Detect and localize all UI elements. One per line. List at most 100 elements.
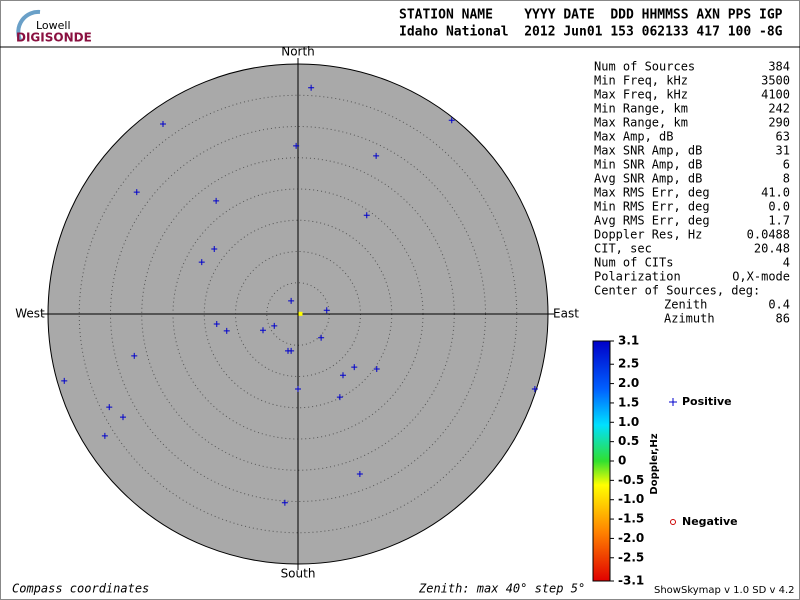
source-point bbox=[160, 121, 166, 127]
logo-bottom: DIGISONDE bbox=[16, 31, 92, 45]
west-label: West bbox=[15, 307, 45, 321]
colorbar bbox=[592, 340, 611, 582]
source-point bbox=[211, 246, 218, 252]
stat-value: 20.48 bbox=[754, 242, 790, 256]
stat-value: 242 bbox=[768, 102, 790, 116]
stat-label: Avg SNR Amp, dB bbox=[594, 172, 702, 186]
stat-value: 3500 bbox=[761, 74, 790, 88]
footer-right: ShowSkymap v 1.0 SD v 4.2 bbox=[654, 585, 794, 596]
center-of-sources bbox=[298, 311, 303, 316]
stat-value: 41.0 bbox=[761, 186, 790, 200]
north-label: North bbox=[281, 45, 315, 59]
stat-label: Max Amp, dB bbox=[594, 130, 673, 144]
center-title: Center of Sources, deg: bbox=[594, 284, 760, 298]
colorbar-tick-label: 0.5 bbox=[618, 434, 639, 448]
colorbar-tick-label: -1.0 bbox=[618, 492, 644, 506]
stat-label: Max Freq, kHz bbox=[594, 88, 688, 102]
stat-value: 8 bbox=[783, 172, 790, 186]
logo-swoosh bbox=[16, 9, 41, 41]
zenith-value: 0.4 bbox=[768, 298, 790, 312]
stat-value: 384 bbox=[768, 60, 790, 74]
source-point bbox=[260, 327, 266, 334]
colorbar-tick-label: -3.1 bbox=[618, 574, 644, 588]
stat-value: 31 bbox=[776, 144, 790, 158]
zenith-label: Zenith bbox=[664, 298, 707, 312]
colorbar-tick-label: 1.0 bbox=[618, 415, 639, 429]
source-point bbox=[356, 471, 363, 477]
colorbar-tick-label: 1.5 bbox=[618, 395, 639, 409]
footer-middle: Zenith: max 40° step 5° bbox=[418, 582, 585, 596]
source-point bbox=[318, 334, 325, 341]
east-label: East bbox=[553, 307, 579, 321]
stat-label: Min Freq, kHz bbox=[594, 74, 688, 88]
colorbar-tick-label: 3.1 bbox=[618, 334, 639, 348]
source-point bbox=[363, 212, 370, 219]
source-point bbox=[351, 364, 358, 371]
footer-left: Compass coordinates bbox=[12, 582, 149, 596]
stat-label: Max Range, km bbox=[594, 116, 688, 130]
south-label: South bbox=[281, 567, 316, 581]
legend-marker bbox=[670, 519, 676, 525]
stat-value: 4100 bbox=[761, 88, 790, 102]
source-point bbox=[308, 84, 315, 91]
legend-marker bbox=[669, 398, 677, 406]
stat-value: 290 bbox=[768, 116, 790, 130]
stat-value: 1.7 bbox=[768, 214, 790, 228]
stat-value: 4 bbox=[783, 256, 790, 270]
colorbar-label: Doppler,Hz bbox=[649, 433, 660, 494]
source-point bbox=[281, 499, 288, 506]
stat-value: O,X-mode bbox=[732, 270, 790, 284]
source-point bbox=[373, 152, 380, 159]
stat-value: 6 bbox=[783, 158, 790, 172]
colorbar-tick-label: -1.5 bbox=[618, 512, 644, 526]
source-point bbox=[101, 432, 108, 439]
colorbar-tick-label: 2.0 bbox=[618, 376, 639, 390]
source-point bbox=[336, 394, 343, 401]
stat-label: Min SNR Amp, dB bbox=[594, 158, 702, 172]
colorbar-tick-label: -2.5 bbox=[618, 550, 644, 564]
source-point bbox=[198, 259, 205, 266]
azimuth-value: 86 bbox=[776, 312, 790, 326]
stat-value: 0.0488 bbox=[747, 228, 790, 242]
stat-label: Num of Sources bbox=[594, 60, 695, 74]
source-point bbox=[288, 347, 295, 354]
source-point bbox=[293, 142, 300, 149]
source-point bbox=[271, 322, 278, 329]
logo-top: Lowell bbox=[36, 19, 71, 32]
source-point bbox=[323, 307, 330, 314]
source-point bbox=[106, 404, 113, 411]
colorbar-tick-label: 2.5 bbox=[618, 357, 639, 371]
stat-label: Min Range, km bbox=[594, 102, 688, 116]
stat-label: Polarization bbox=[594, 270, 681, 284]
source-point bbox=[213, 321, 220, 327]
stat-label: Num of CITs bbox=[594, 256, 673, 270]
source-point bbox=[373, 366, 380, 372]
colorbar-tick-label: -2.0 bbox=[618, 531, 644, 545]
header-values: Idaho National 2012 Jun01 153 062133 417… bbox=[399, 25, 783, 40]
source-point bbox=[531, 386, 538, 392]
stat-value: 63 bbox=[776, 130, 790, 144]
stat-label: CIT, sec bbox=[594, 242, 652, 256]
source-point bbox=[448, 117, 455, 124]
source-point bbox=[288, 297, 295, 304]
colorbar-tick-label: 0 bbox=[618, 454, 626, 468]
stat-label: Max RMS Err, deg bbox=[594, 186, 710, 200]
colorbar-tick-label: -0.5 bbox=[618, 473, 644, 487]
source-point bbox=[340, 372, 346, 379]
source-point bbox=[61, 377, 68, 384]
legend-label: Negative bbox=[682, 515, 738, 528]
legend-label: Positive bbox=[682, 395, 732, 408]
source-point bbox=[133, 189, 140, 196]
stat-label: Min RMS Err, deg bbox=[594, 200, 710, 214]
stat-label: Avg RMS Err, deg bbox=[594, 214, 710, 228]
stat-label: Doppler Res, Hz bbox=[594, 228, 702, 242]
source-point bbox=[295, 386, 301, 392]
source-point bbox=[120, 414, 126, 421]
source-point bbox=[131, 352, 138, 359]
header-columns: STATION NAME YYYY DATE DDD HHMMSS AXN PP… bbox=[399, 8, 783, 23]
stat-label: Max SNR Amp, dB bbox=[594, 144, 702, 158]
azimuth-label: Azimuth bbox=[664, 312, 715, 326]
source-point bbox=[213, 197, 220, 204]
source-point bbox=[223, 327, 230, 334]
